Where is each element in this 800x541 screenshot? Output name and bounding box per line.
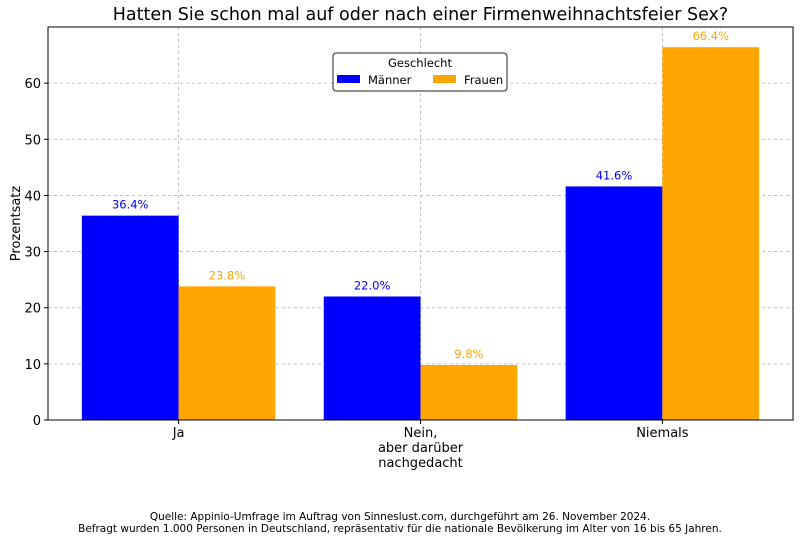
data-label: 22.0% — [354, 278, 391, 292]
legend-swatch-frauen — [433, 75, 456, 83]
legend-title: Geschlecht — [388, 56, 452, 70]
legend-label: Frauen — [464, 73, 503, 87]
y-tick-label: 50 — [24, 133, 41, 148]
data-label: 41.6% — [596, 168, 633, 182]
y-axis-label: Prozentsatz — [9, 186, 24, 262]
bar-frauen — [178, 286, 276, 420]
x-tick-label: Niemals — [636, 426, 689, 441]
bar-frauen — [420, 364, 518, 420]
bar-frauen — [662, 47, 760, 421]
x-tick-label: aber darüber — [378, 441, 464, 456]
bar-männer — [323, 296, 421, 420]
x-tick-label: Ja — [172, 426, 185, 441]
y-tick-label: 10 — [24, 358, 41, 373]
data-label: 36.4% — [112, 198, 149, 212]
chart-title: Hatten Sie schon mal auf oder nach einer… — [113, 5, 728, 25]
bar-männer — [565, 186, 663, 420]
legend-box — [332, 52, 508, 92]
x-tick-label: nachgedacht — [378, 456, 463, 471]
y-tick-label: 30 — [24, 246, 41, 261]
legend-swatch-männer — [337, 75, 360, 83]
footer-source: Quelle: Appinio-Umfrage im Auftrag von S… — [149, 511, 651, 523]
bar-männer — [81, 215, 179, 420]
y-tick-label: 0 — [33, 414, 41, 429]
data-label: 66.4% — [692, 29, 729, 43]
y-tick-label: 20 — [24, 302, 41, 317]
data-label: 9.8% — [454, 347, 483, 361]
y-tick-label: 40 — [24, 189, 41, 204]
legend-label: Männer — [368, 73, 412, 87]
y-tick-label: 60 — [24, 77, 41, 92]
footer-sample: Befragt wurden 1.000 Personen in Deutsch… — [78, 523, 722, 535]
x-tick-label: Nein, — [404, 426, 438, 441]
data-label: 23.8% — [209, 268, 246, 282]
